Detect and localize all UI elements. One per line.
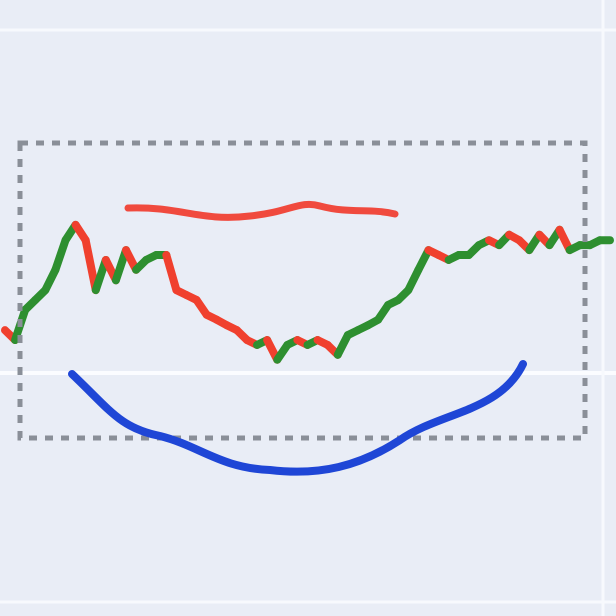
plot [1,220,614,364]
selection-box [17,140,588,441]
price-segment [162,251,181,295]
price-segment [81,236,100,295]
annotation-curve [68,360,527,476]
price-segment [51,236,70,274]
annotation-line [124,200,399,221]
